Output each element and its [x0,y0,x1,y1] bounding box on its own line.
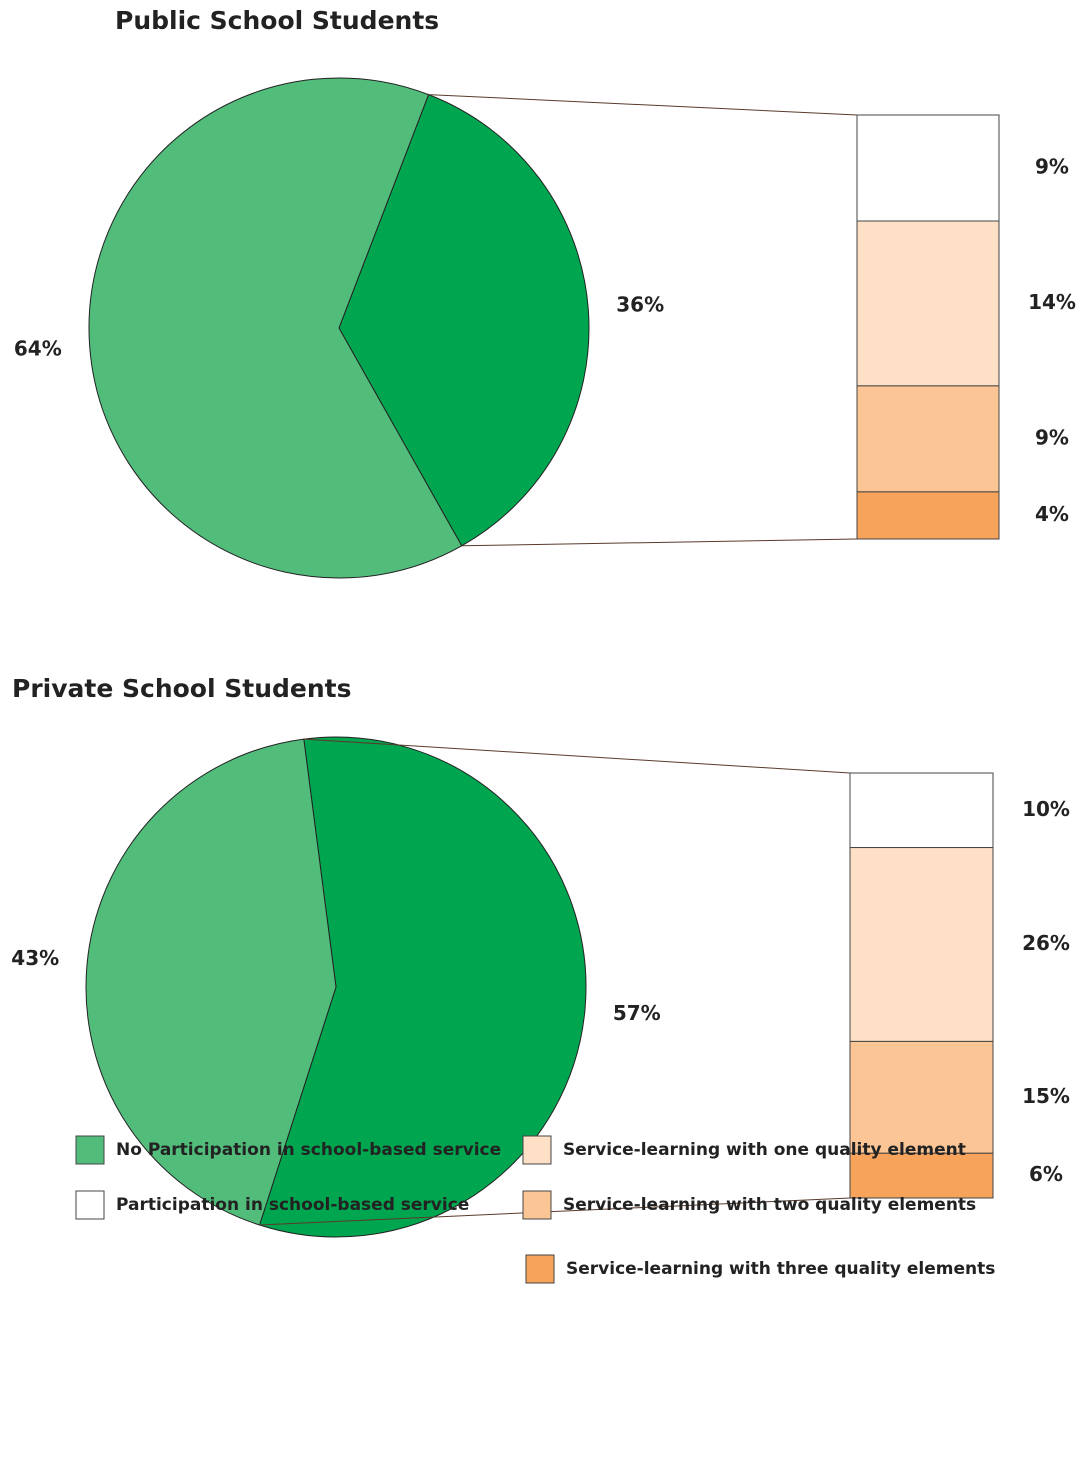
bar-segment [849,847,994,1042]
pie-label: 57% [613,1001,661,1025]
legend-label: Service-learning with one quality elemen… [563,1140,966,1160]
legend-swatch [522,1135,552,1165]
legend-label: Service-learning with two quality elemen… [563,1195,976,1215]
legend-label: No Participation in school-based service [116,1140,501,1160]
bar-label: 9% [1035,425,1069,449]
pie-slice [85,738,337,1226]
bar-label: 15% [1022,1084,1070,1108]
legend-swatch [75,1135,105,1165]
connector-line [259,1197,851,1226]
pie-slice [258,736,587,1238]
bar-segment [856,114,1000,222]
connector-line [428,94,858,116]
bar-segment [856,220,1000,387]
bar-label: 14% [1028,290,1076,314]
connector-line [303,738,851,774]
legend-swatch [522,1190,552,1220]
bar-label: 26% [1022,931,1070,955]
pie-label: 43% [11,946,59,970]
bar-label: 10% [1022,797,1070,821]
legend-swatch [75,1190,105,1220]
legend-label: Participation in school-based service [116,1195,469,1215]
pie-label: 36% [616,292,664,316]
bar-segment [856,491,1000,540]
bar-label: 4% [1035,502,1069,526]
bar-segment [856,385,1000,493]
legend-swatch [525,1254,555,1284]
pie-label: 64% [14,337,62,361]
bar-label: 9% [1035,155,1069,179]
chart-title: Private School Students [12,674,351,703]
bar-segment [849,1040,994,1154]
bar-segment [849,772,994,849]
pie-slice [88,77,463,579]
chart-title: Public School Students [115,6,439,35]
bar-segment [849,1152,994,1199]
legend-label: Service-learning with three quality elem… [566,1259,995,1279]
pie-slice [338,93,590,547]
connector-line [461,538,858,547]
bar-label: 6% [1029,1162,1063,1186]
